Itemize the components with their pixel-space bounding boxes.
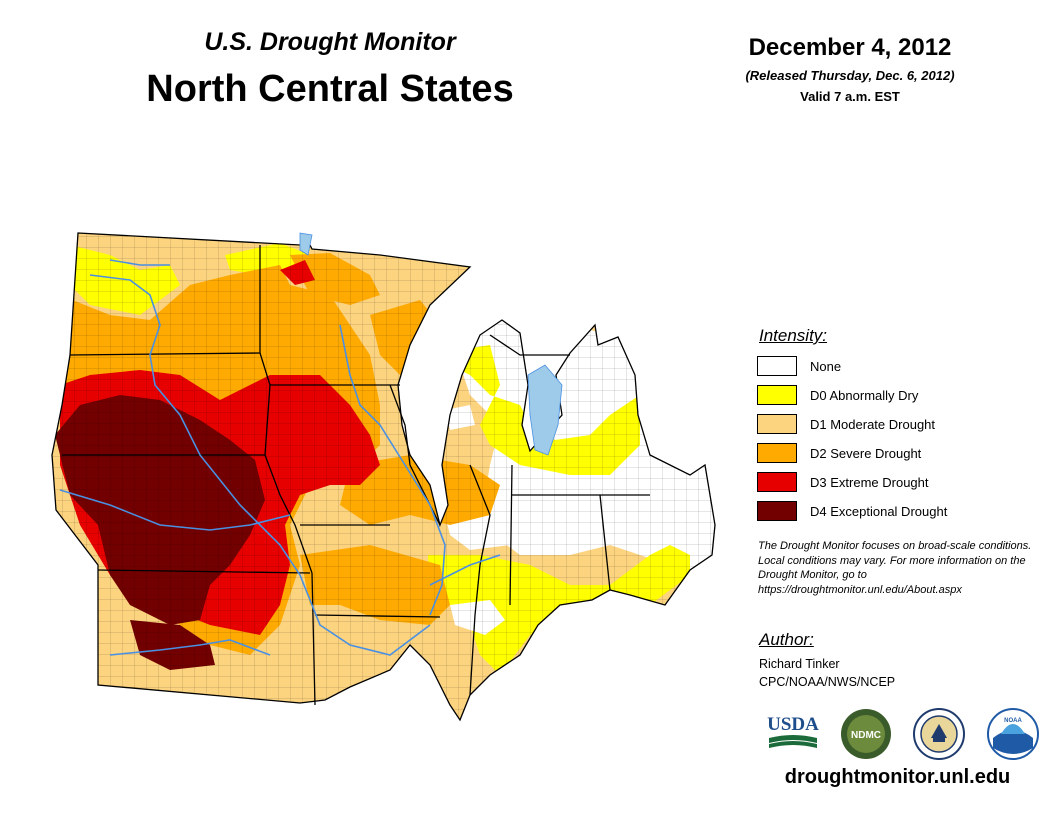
ndmc-logo-text: NDMC [851,730,881,741]
drought-areas [52,233,715,720]
author-org: CPC/NOAA/NWS/NCEP [759,675,896,689]
legend-item: None [757,355,841,377]
legend-swatch [757,414,797,434]
lakes [299,232,563,456]
state-borders [51,232,716,722]
legend-label: D3 Extreme Drought [810,474,929,490]
map-subtitle: U.S. Drought Monitor [204,28,456,56]
usda-logo: USDA [767,714,819,748]
valid-time: Valid 7 a.m. EST [800,89,900,104]
map-date: December 4, 2012 [748,34,952,61]
doc-seal-logo [913,708,965,760]
legend-item: D1 Moderate Drought [757,413,935,435]
legend-swatch [757,472,797,492]
ndmc-logo: NDMC [841,709,891,759]
disclaimer-note: The Drought Monitor focuses on broad-sca… [758,540,1032,596]
drought-map [51,232,716,722]
legend-item: D3 Extreme Drought [757,471,929,493]
legend-title: Intensity: [759,326,828,345]
noaa-logo-text: NOAA [1004,718,1022,724]
usda-logo-text: USDA [767,714,819,735]
legend-label: D0 Abnormally Dry [810,387,919,403]
map-title: North Central States [146,68,514,110]
legend-swatch [757,501,797,521]
website-link[interactable]: droughtmonitor.unl.edu [784,766,1011,788]
legend-item: D2 Severe Drought [757,442,921,464]
legend-swatch [757,443,797,463]
release-date: (Released Thursday, Dec. 6, 2012) [745,68,955,83]
author-name: Richard Tinker [759,657,840,671]
rivers [59,259,501,656]
legend-label: None [810,358,842,374]
legend-label: D1 Moderate Drought [810,416,936,432]
legend-item: D0 Abnormally Dry [757,384,918,406]
legend-swatch [757,356,797,376]
legend-label: D2 Severe Drought [810,445,922,461]
legend-item: D4 Exceptional Drought [757,500,947,522]
author-title: Author: [759,630,814,649]
legend-label: D4 Exceptional Drought [810,503,948,519]
noaa-logo: NOAA [987,708,1039,760]
legend-swatch [757,385,797,405]
